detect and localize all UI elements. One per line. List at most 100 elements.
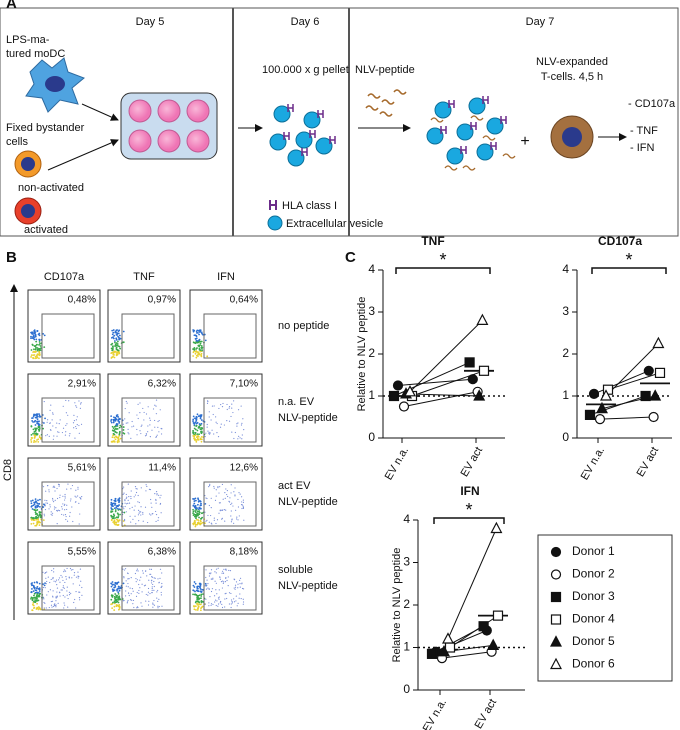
event bbox=[44, 602, 46, 605]
event bbox=[198, 516, 200, 519]
event bbox=[137, 501, 139, 503]
event bbox=[197, 498, 200, 501]
event bbox=[66, 594, 68, 596]
event bbox=[193, 522, 196, 525]
event bbox=[194, 601, 197, 604]
event bbox=[210, 569, 213, 571]
event bbox=[110, 598, 113, 601]
event bbox=[218, 598, 220, 600]
event bbox=[241, 507, 243, 510]
event bbox=[114, 593, 117, 595]
event bbox=[70, 498, 72, 500]
event bbox=[160, 433, 163, 435]
event bbox=[125, 422, 127, 424]
event bbox=[236, 425, 238, 427]
event bbox=[114, 418, 117, 421]
event bbox=[34, 414, 37, 416]
vesicle bbox=[295, 131, 313, 149]
event bbox=[46, 421, 48, 423]
event bbox=[125, 590, 127, 592]
event bbox=[39, 514, 42, 517]
peptide bbox=[502, 153, 516, 159]
event bbox=[204, 585, 206, 587]
event bbox=[35, 600, 37, 603]
event bbox=[155, 413, 158, 415]
event bbox=[126, 402, 128, 404]
event bbox=[123, 520, 126, 522]
event bbox=[237, 519, 239, 521]
event bbox=[38, 607, 41, 609]
event bbox=[36, 330, 39, 332]
readout: - CD107a bbox=[628, 98, 676, 110]
event bbox=[215, 489, 217, 491]
event bbox=[242, 505, 244, 507]
event bbox=[157, 426, 159, 428]
event bbox=[117, 340, 119, 343]
event bbox=[197, 435, 200, 438]
event bbox=[237, 409, 240, 411]
event bbox=[115, 431, 118, 434]
event bbox=[110, 420, 112, 422]
event bbox=[199, 350, 202, 353]
event bbox=[142, 513, 144, 515]
event bbox=[192, 522, 195, 525]
event bbox=[218, 502, 221, 504]
column-header: CD107a bbox=[44, 271, 85, 283]
event bbox=[33, 348, 35, 351]
event bbox=[113, 416, 115, 419]
event bbox=[30, 591, 33, 594]
event bbox=[36, 356, 39, 359]
event bbox=[32, 590, 35, 593]
event bbox=[230, 492, 232, 494]
event bbox=[157, 519, 159, 521]
event bbox=[156, 591, 158, 593]
event bbox=[36, 422, 39, 425]
event bbox=[30, 437, 33, 439]
event bbox=[233, 598, 235, 600]
event bbox=[214, 571, 216, 573]
event bbox=[43, 601, 45, 604]
event bbox=[35, 607, 38, 610]
event bbox=[130, 593, 132, 595]
event bbox=[153, 604, 156, 606]
event bbox=[215, 589, 217, 591]
event bbox=[195, 422, 198, 425]
data-point bbox=[654, 367, 666, 378]
event bbox=[210, 590, 213, 593]
event bbox=[222, 580, 224, 582]
event bbox=[221, 606, 224, 609]
event bbox=[38, 435, 41, 437]
event bbox=[198, 511, 201, 514]
event bbox=[125, 497, 127, 499]
event bbox=[68, 577, 70, 579]
event bbox=[42, 486, 45, 488]
event bbox=[145, 600, 147, 602]
event bbox=[122, 493, 124, 495]
event bbox=[34, 333, 37, 336]
event bbox=[53, 568, 55, 570]
event bbox=[113, 583, 115, 586]
event bbox=[195, 334, 198, 337]
event bbox=[217, 597, 220, 599]
event bbox=[155, 405, 157, 407]
donor-line bbox=[447, 528, 497, 640]
event bbox=[48, 491, 50, 493]
event bbox=[76, 424, 78, 426]
event bbox=[127, 422, 129, 424]
event bbox=[114, 509, 117, 511]
event bbox=[30, 502, 33, 505]
event bbox=[199, 344, 201, 347]
event bbox=[239, 577, 242, 579]
event bbox=[36, 593, 39, 595]
event bbox=[52, 413, 54, 415]
event bbox=[193, 350, 195, 353]
event bbox=[195, 515, 198, 518]
event bbox=[142, 511, 144, 514]
event bbox=[230, 415, 232, 418]
y-tick-label: 4 bbox=[368, 262, 375, 276]
event bbox=[224, 492, 226, 494]
event bbox=[233, 587, 235, 589]
event bbox=[234, 588, 236, 590]
readout: - IFN bbox=[630, 142, 654, 154]
event bbox=[116, 600, 119, 603]
